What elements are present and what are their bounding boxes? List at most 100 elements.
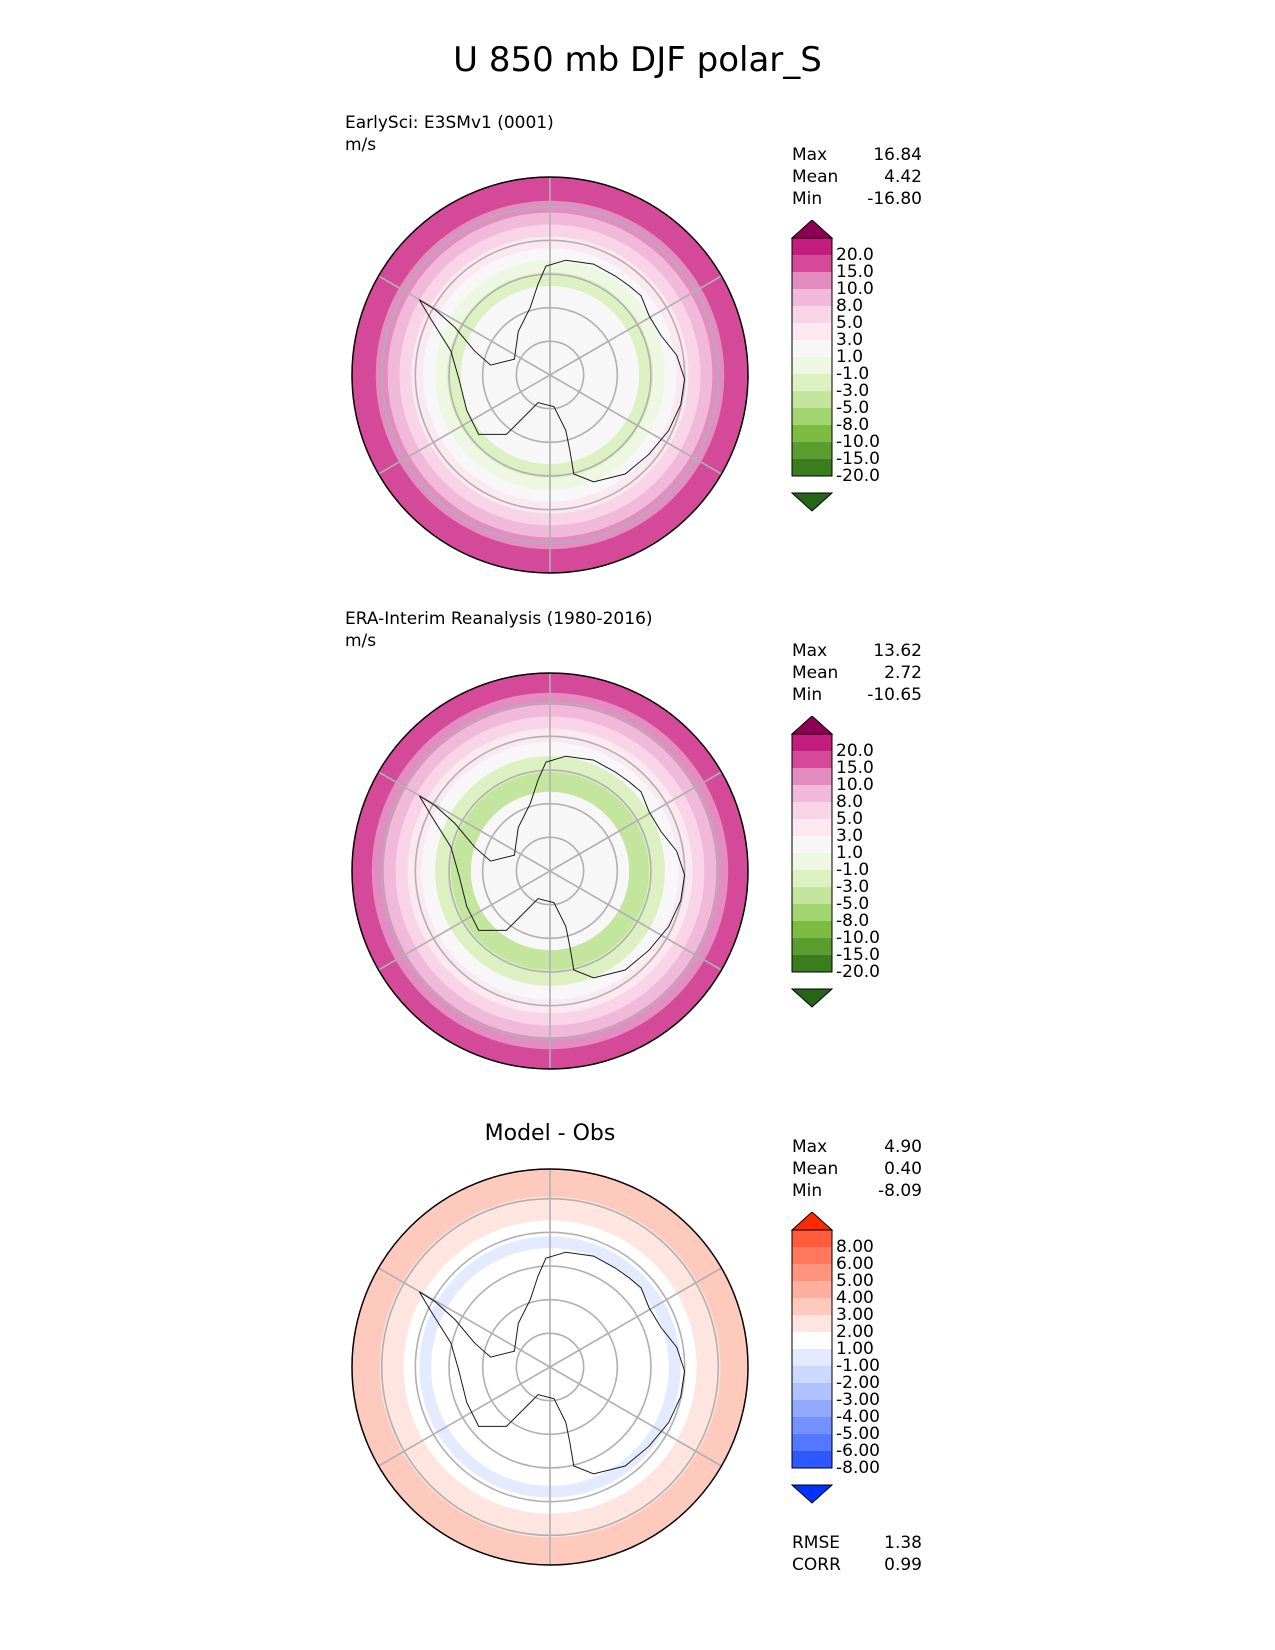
- metric-value: 0.99: [884, 1555, 922, 1575]
- colorbar-extend-max: [790, 220, 834, 239]
- colorbar-segment: [792, 1298, 832, 1315]
- colorbar-segment: [792, 1349, 832, 1366]
- panel-2-stat-max: Max 13.62: [792, 640, 922, 662]
- colorbar-tick-label: -3.0: [836, 381, 869, 401]
- colorbar-tick-label: 4.00: [836, 1288, 874, 1308]
- colorbar-tick-label: -20.0: [836, 962, 880, 982]
- colorbar-tick-label: 5.00: [836, 1271, 874, 1291]
- colorbar-tick-label: -6.00: [836, 1441, 880, 1461]
- colorbar-tick-label: -2.00: [836, 1373, 880, 1393]
- colorbar-segment: [792, 921, 832, 938]
- panel-2-stat-mean: Mean 2.72: [792, 662, 922, 684]
- panel-3-metric-rmse: RMSE 1.38: [792, 1532, 922, 1554]
- stat-label: Max: [792, 641, 828, 661]
- colorbar-extend-min: [790, 988, 834, 1008]
- colorbar-tick-label: -20.0: [836, 466, 880, 486]
- panel-1-stat-max: Max 16.84: [792, 144, 922, 166]
- panel-3-metric-corr: CORR 0.99: [792, 1554, 922, 1576]
- panel-1-coastline: [418, 259, 686, 483]
- colorbar-tick-label: 3.0: [836, 826, 863, 846]
- stat-label: Mean: [792, 167, 839, 187]
- colorbar-tick-label: -15.0: [836, 945, 880, 965]
- panel-2-map: [351, 672, 749, 1070]
- colorbar-segment: [792, 289, 832, 306]
- panel-3-coastline: [418, 1251, 686, 1475]
- colorbar-tick-label: -10.0: [836, 432, 880, 452]
- colorbar-segment: [792, 1247, 832, 1264]
- colorbar-tick-label: -3.00: [836, 1390, 880, 1410]
- colorbar-tick-label: 3.0: [836, 330, 863, 350]
- colorbar-tick-label: 5.0: [836, 809, 863, 829]
- stat-label: Mean: [792, 663, 839, 683]
- colorbar-tick-label: 15.0: [836, 758, 874, 778]
- colorbar-extend-min: [790, 492, 834, 512]
- colorbar-segment: [792, 1451, 832, 1468]
- colorbar-segment: [792, 870, 832, 887]
- stat-value: 13.62: [873, 641, 922, 661]
- colorbar-segment: [792, 802, 832, 819]
- colorbar-tick-label: -1.00: [836, 1356, 880, 1376]
- colorbar-segment: [792, 408, 832, 425]
- panel-1-map-border: [351, 176, 749, 574]
- colorbar-tick-label: -5.0: [836, 894, 869, 914]
- panel-1-title: EarlySci: E3SMv1 (0001) m/s: [345, 112, 554, 156]
- colorbar-segment: [792, 374, 832, 391]
- longitude-line: [549, 870, 722, 971]
- colorbar-segment: [792, 955, 832, 972]
- stat-value: 16.84: [873, 145, 922, 165]
- colorbar-tick-label: 15.0: [836, 262, 874, 282]
- panel-3-stats: Max 4.90 Mean 0.40 Min -8.09: [792, 1136, 922, 1202]
- colorbar-extend-max: [790, 716, 834, 735]
- panel-2-title: ERA-Interim Reanalysis (1980-2016) m/s: [345, 608, 653, 652]
- colorbar-segment: [792, 1332, 832, 1349]
- colorbar-tick-label: -8.0: [836, 415, 869, 435]
- panel-3-colorbar: 8.006.005.004.003.002.001.00-1.00-2.00-3…: [790, 1212, 880, 1504]
- colorbar-tick-label: 10.0: [836, 775, 874, 795]
- colorbar-frame: [791, 237, 833, 477]
- colorbar-segment: [792, 1366, 832, 1383]
- panel-3-map: [351, 1168, 749, 1566]
- colorbar-tick-label: 6.00: [836, 1254, 874, 1274]
- stat-label: Min: [792, 685, 823, 705]
- metric-label: CORR: [792, 1555, 841, 1575]
- colorbar-segment: [792, 1315, 832, 1332]
- stat-value: 4.42: [884, 167, 922, 187]
- stat-label: Min: [792, 1181, 823, 1201]
- colorbar-tick-label: 1.0: [836, 843, 863, 863]
- metric-label: RMSE: [792, 1533, 841, 1553]
- panel-2-gridlines: [378, 673, 722, 1069]
- colorbar-segment: [792, 1264, 832, 1281]
- colorbar-segment: [792, 734, 832, 751]
- colorbar-segment: [792, 819, 832, 836]
- colorbar-extend-max: [790, 1212, 834, 1231]
- colorbar-segment: [792, 1281, 832, 1298]
- panel-2-units: m/s: [345, 631, 377, 651]
- colorbar-frame: [791, 733, 833, 973]
- colorbar-tick-label: 20.0: [836, 245, 874, 265]
- colorbar-segment: [792, 323, 832, 340]
- panel-3-stat-min: Min -8.09: [792, 1180, 922, 1202]
- panel-3-colorbar-ticks: 8.006.005.004.003.002.001.00-1.00-2.00-3…: [836, 1237, 880, 1478]
- colorbar-tick-label: 20.0: [836, 741, 874, 761]
- panel-1-stat-min: Min -16.80: [792, 188, 922, 210]
- colorbar-tick-label: -15.0: [836, 449, 880, 469]
- colorbar-tick-label: 8.00: [836, 1237, 874, 1257]
- colorbar-tick-label: 1.0: [836, 347, 863, 367]
- colorbar-tick-label: -8.00: [836, 1458, 880, 1478]
- figure-title: U 850 mb DJF polar_S: [453, 40, 822, 80]
- panel-3-colorbar-bar: [790, 1212, 834, 1504]
- stat-value: -8.09: [878, 1181, 922, 1201]
- colorbar-tick-label: -5.00: [836, 1424, 880, 1444]
- colorbar-tick-label: 10.0: [836, 279, 874, 299]
- stat-label: Max: [792, 1137, 828, 1157]
- panel-2-stat-min: Min -10.65: [792, 684, 922, 706]
- colorbar-segment: [792, 238, 832, 255]
- longitude-line: [549, 275, 722, 376]
- panel-2-map-border: [351, 672, 749, 1070]
- panel-1-map: [351, 176, 749, 574]
- panel-1-colorbar-ticks: 20.015.010.08.05.03.01.0-1.0-3.0-5.0-8.0…: [836, 245, 880, 486]
- stat-label: Mean: [792, 1159, 839, 1179]
- colorbar-tick-label: 1.00: [836, 1339, 874, 1359]
- colorbar-segment: [792, 1230, 832, 1247]
- colorbar-tick-label: -10.0: [836, 928, 880, 948]
